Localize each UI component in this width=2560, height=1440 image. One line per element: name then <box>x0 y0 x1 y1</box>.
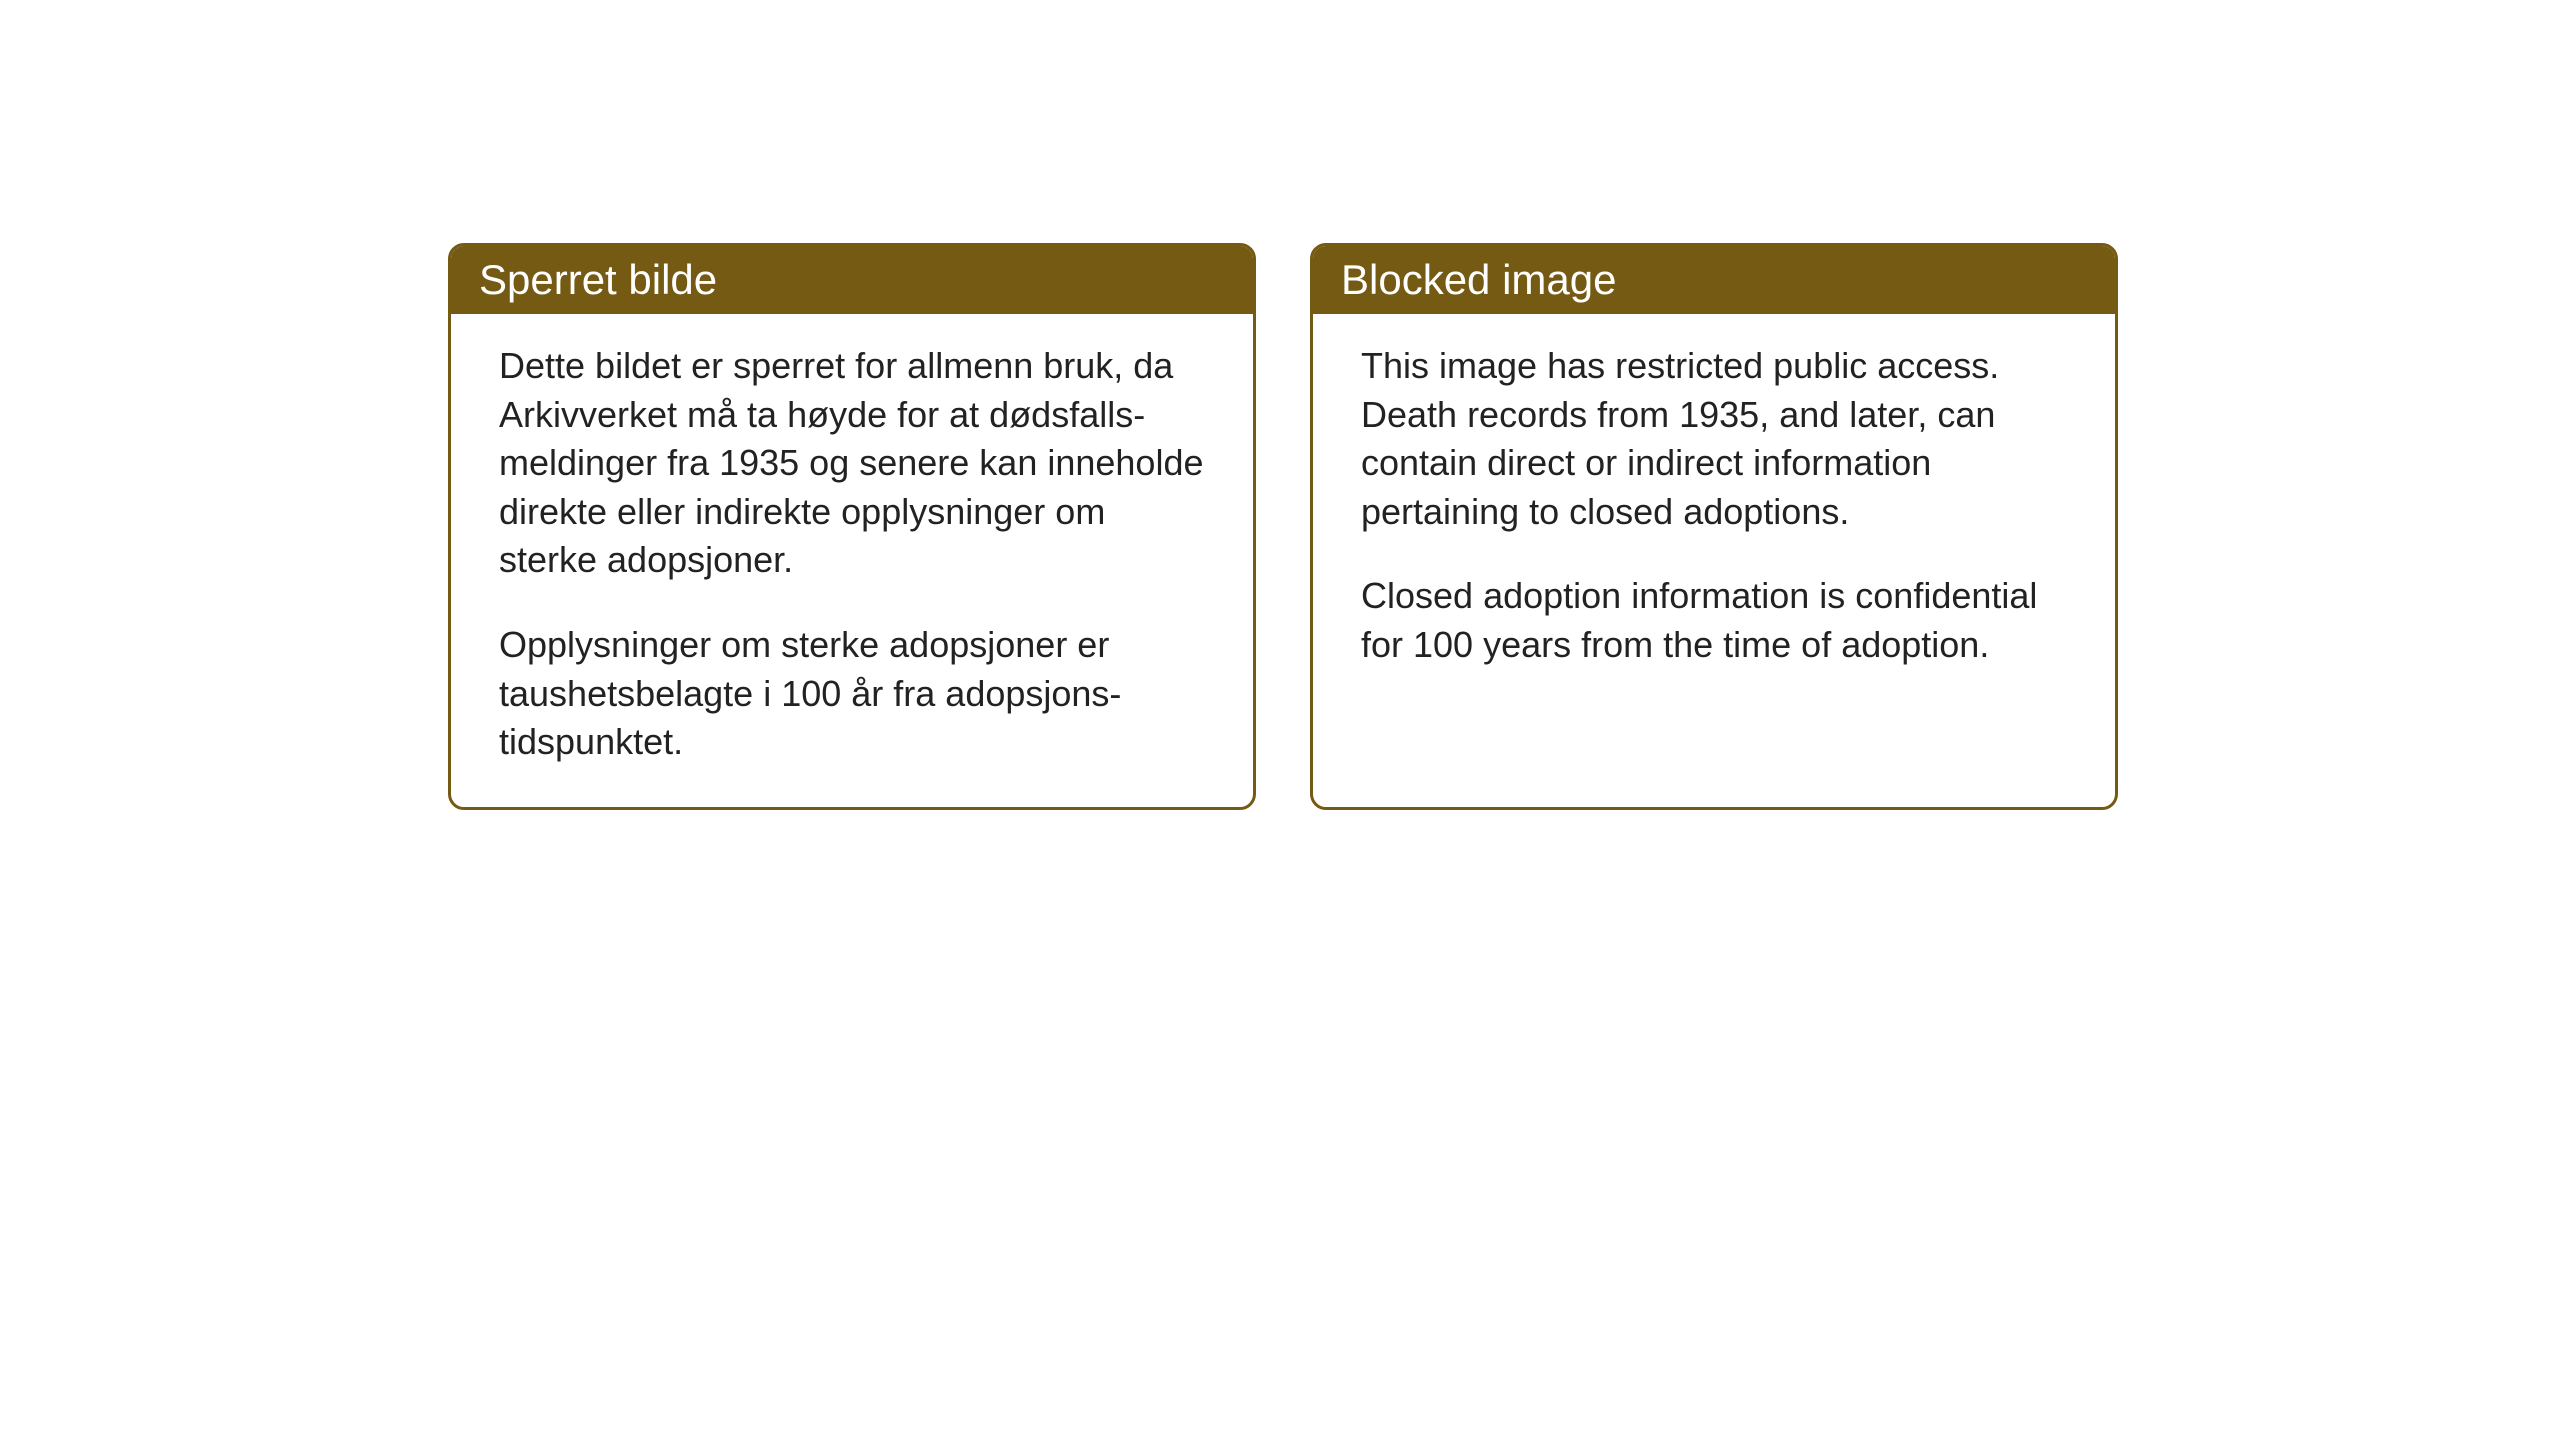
paragraph-1-english: This image has restricted public access.… <box>1361 342 2067 536</box>
card-norwegian: Sperret bilde Dette bildet er sperret fo… <box>448 243 1256 810</box>
card-body-english: This image has restricted public access.… <box>1313 314 2115 710</box>
card-header-english: Blocked image <box>1313 246 2115 314</box>
card-body-norwegian: Dette bildet er sperret for allmenn bruk… <box>451 314 1253 807</box>
paragraph-2-norwegian: Opplysninger om sterke adopsjoner er tau… <box>499 621 1205 767</box>
cards-container: Sperret bilde Dette bildet er sperret fo… <box>448 243 2118 810</box>
card-header-norwegian: Sperret bilde <box>451 246 1253 314</box>
card-english: Blocked image This image has restricted … <box>1310 243 2118 810</box>
paragraph-2-english: Closed adoption information is confident… <box>1361 572 2067 669</box>
paragraph-1-norwegian: Dette bildet er sperret for allmenn bruk… <box>499 342 1205 585</box>
